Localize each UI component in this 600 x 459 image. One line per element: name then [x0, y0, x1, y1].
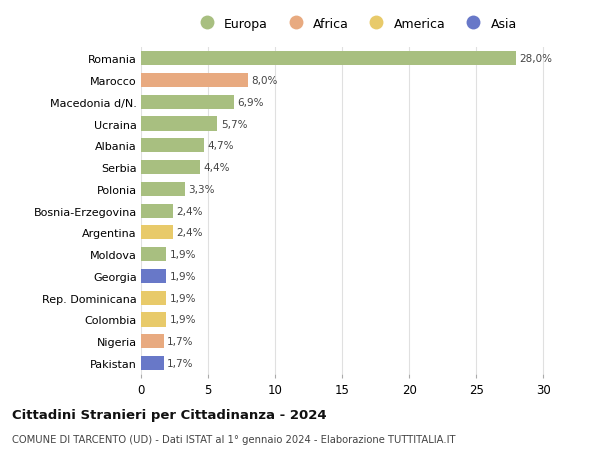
Text: 2,4%: 2,4%: [176, 206, 203, 216]
Text: 5,7%: 5,7%: [221, 119, 247, 129]
Text: 1,7%: 1,7%: [167, 336, 194, 347]
Bar: [141, 226, 173, 240]
Bar: [141, 335, 164, 348]
Legend: Europa, Africa, America, Asia: Europa, Africa, America, Asia: [191, 15, 520, 34]
Text: 6,9%: 6,9%: [237, 97, 263, 107]
Text: 1,9%: 1,9%: [170, 315, 196, 325]
Text: 2,4%: 2,4%: [176, 228, 203, 238]
Bar: [141, 52, 517, 66]
Text: 4,4%: 4,4%: [203, 162, 230, 173]
Text: COMUNE DI TARCENTO (UD) - Dati ISTAT al 1° gennaio 2024 - Elaborazione TUTTITALI: COMUNE DI TARCENTO (UD) - Dati ISTAT al …: [12, 434, 455, 444]
Text: Cittadini Stranieri per Cittadinanza - 2024: Cittadini Stranieri per Cittadinanza - 2…: [12, 409, 326, 421]
Bar: [141, 356, 164, 370]
Bar: [141, 74, 248, 88]
Text: 28,0%: 28,0%: [520, 54, 553, 64]
Text: 1,9%: 1,9%: [170, 271, 196, 281]
Bar: [141, 139, 204, 153]
Text: 1,7%: 1,7%: [167, 358, 194, 368]
Text: 3,3%: 3,3%: [188, 185, 215, 195]
Bar: [141, 313, 166, 327]
Text: 4,7%: 4,7%: [208, 141, 234, 151]
Bar: [141, 117, 217, 131]
Bar: [141, 182, 185, 196]
Text: 8,0%: 8,0%: [251, 76, 278, 86]
Bar: [141, 204, 173, 218]
Bar: [141, 161, 200, 175]
Text: 1,9%: 1,9%: [170, 293, 196, 303]
Bar: [141, 269, 166, 283]
Bar: [141, 291, 166, 305]
Text: 1,9%: 1,9%: [170, 250, 196, 260]
Bar: [141, 247, 166, 262]
Bar: [141, 95, 233, 110]
